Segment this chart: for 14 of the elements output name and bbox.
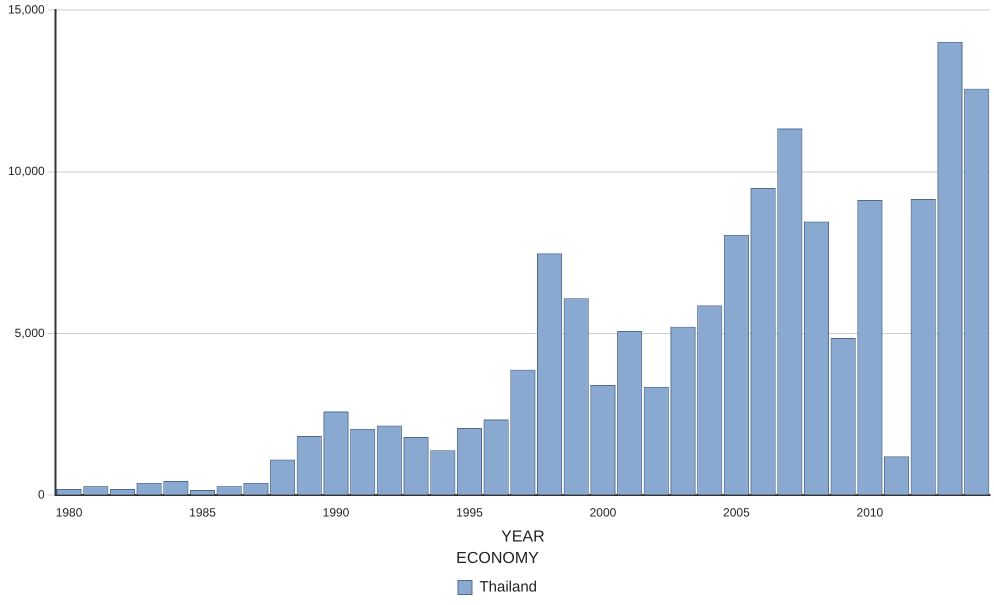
x-tick-label: 1980 — [56, 506, 83, 520]
x-tick-label: 2010 — [856, 506, 884, 520]
x-tick-label: 1995 — [456, 506, 484, 520]
legend-title: ECONOMY — [456, 550, 540, 568]
y-tick-label: 5,000 — [14, 326, 46, 340]
x-tick-label: 1985 — [189, 506, 216, 520]
x-tick-label: 2005 — [723, 506, 750, 520]
x-axis-title: YEAR — [501, 528, 545, 546]
x-tick-label: 1990 — [322, 506, 350, 520]
x-tick-label: 2000 — [590, 506, 617, 520]
y-tick-label: 15,000 — [8, 2, 46, 17]
y-tick-label: 0 — [38, 488, 46, 502]
y-tick-label: 10,000 — [8, 164, 46, 178]
legend-label: Thailand — [479, 578, 538, 596]
